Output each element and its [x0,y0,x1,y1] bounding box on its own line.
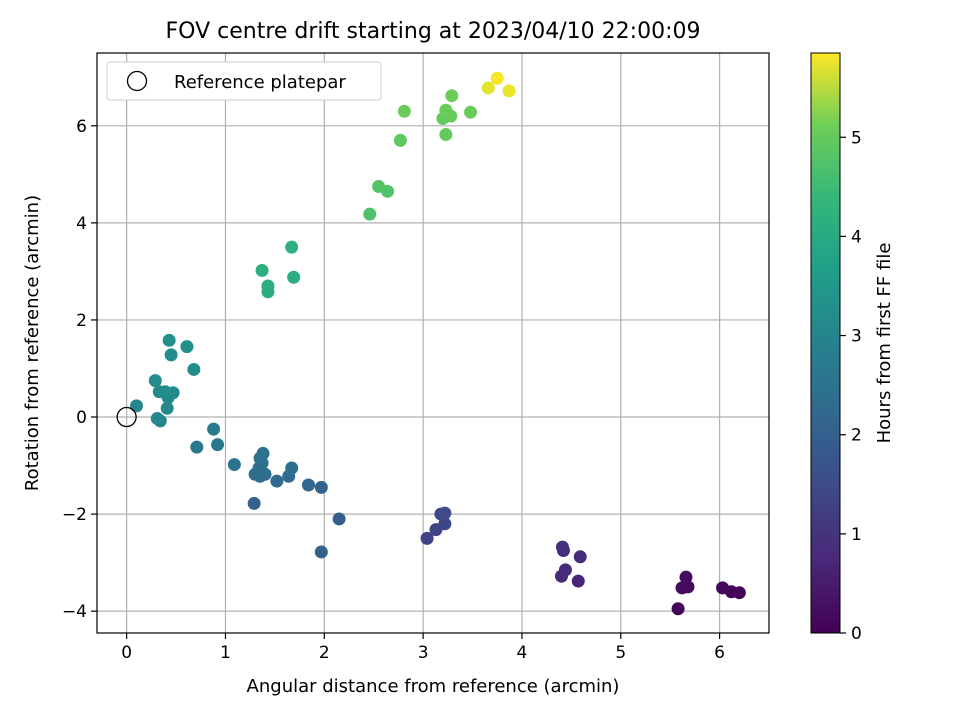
data-point [160,401,174,415]
data-point [285,240,299,254]
x-tick-label: 1 [220,643,231,663]
data-point [679,570,693,584]
data-point [397,104,411,118]
y-tick-label: −4 [62,602,87,622]
y-tick-label: −2 [62,505,87,525]
data-point [287,270,301,284]
data-point [162,333,176,347]
y-axis-label: Rotation from reference (arcmin) [22,195,43,491]
x-tick-label: 6 [714,643,725,663]
colorbar-tick-label: 1 [851,525,862,545]
data-points [130,71,746,616]
data-point [439,103,453,117]
x-axis-ticks: 0 1 2 3 4 5 6 [121,633,725,663]
colorbar-tick-label: 2 [851,426,862,446]
y-tick-label: 0 [76,408,87,428]
reference-platepar-point [116,406,137,428]
y-tick-label: 6 [76,117,87,137]
colorbar-tick-label: 4 [851,227,862,247]
colorbar-ticks: 0 1 2 3 4 5 [840,128,862,644]
data-point [555,540,569,554]
data-point [393,133,407,147]
data-point [190,440,204,454]
colorbar-tick-label: 3 [851,327,862,347]
x-tick-label: 5 [615,643,626,663]
data-point [164,348,178,362]
data-point [445,89,459,103]
data-point [502,84,516,98]
colorbar: 0 1 2 3 4 5 Hours from first FF file [810,52,895,644]
colorbar-tick-label: 0 [851,624,862,644]
x-tick-label: 2 [319,643,330,663]
data-point [247,496,261,510]
data-point [481,81,495,95]
x-tick-label: 0 [121,643,132,663]
data-point [558,563,572,577]
data-point [285,461,299,475]
data-point [150,411,164,425]
legend-marker [126,70,148,92]
legend-box [106,61,382,101]
legend: Reference platepar [106,61,382,101]
data-point [261,279,275,293]
data-point [256,446,270,460]
data-point [255,263,269,277]
data-point [332,512,346,526]
data-point [314,480,328,494]
data-point [571,574,585,588]
x-tick-label: 4 [517,643,528,663]
y-tick-label: 4 [76,214,87,234]
data-point [130,399,144,413]
data-point [439,128,453,142]
data-point [211,438,225,452]
plot-frame [96,52,770,634]
data-point [438,506,452,520]
data-point [464,105,478,119]
data-point [301,478,315,492]
data-point [716,581,730,595]
legend-entry: Reference platepar [174,72,346,93]
data-point [420,531,434,545]
data-point [573,550,587,564]
data-point [207,422,221,436]
y-tick-label: 2 [76,311,87,331]
colorbar-gradient [810,52,841,634]
colorbar-label: Hours from first FF file [874,243,895,444]
data-point [187,362,201,376]
data-point [675,581,689,595]
chart-title: FOV centre drift starting at 2023/04/10 … [166,19,701,44]
colorbar-tick-label: 5 [851,128,862,148]
data-point [270,474,284,488]
data-point [671,602,685,616]
data-point [372,179,386,193]
y-axis-ticks: −4 −2 0 2 4 6 [62,117,97,622]
data-point [314,545,328,559]
data-point [180,340,194,354]
x-tick-label: 3 [418,643,429,663]
data-point [158,385,172,399]
data-point [490,71,504,85]
data-point [227,458,241,472]
grid [97,53,769,633]
reference-marker [116,406,137,428]
x-axis-label: Angular distance from reference (arcmin) [247,676,620,697]
data-point [148,374,162,388]
data-point [363,207,377,221]
